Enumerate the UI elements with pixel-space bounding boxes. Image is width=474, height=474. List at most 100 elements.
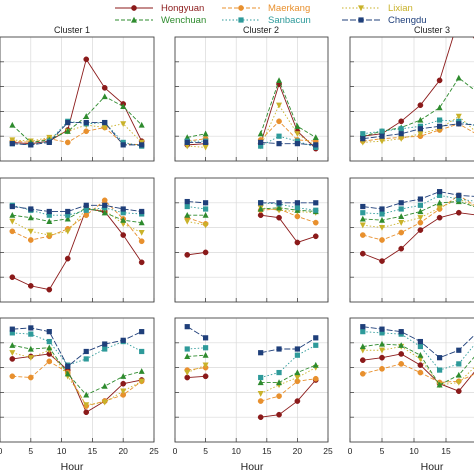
data-point xyxy=(257,414,264,421)
data-point xyxy=(138,259,145,266)
panel-plot-area xyxy=(350,37,474,161)
x-tick-label: 10 xyxy=(409,446,419,456)
panel-frame xyxy=(0,317,155,443)
data-point xyxy=(379,206,385,212)
data-point xyxy=(83,391,90,398)
data-point xyxy=(360,324,366,330)
series-line xyxy=(260,208,316,224)
data-point xyxy=(139,142,145,148)
series-line xyxy=(260,214,316,244)
x-tick-label: 5 xyxy=(380,446,385,456)
data-point xyxy=(276,133,282,139)
legend-label: Hongyuan xyxy=(161,3,204,14)
data-point xyxy=(9,373,16,380)
data-point xyxy=(184,353,191,360)
data-point xyxy=(455,388,462,395)
data-point xyxy=(27,214,34,221)
data-point xyxy=(294,141,300,147)
data-point xyxy=(294,200,300,206)
series-wenchuan xyxy=(359,340,474,388)
data-point xyxy=(398,220,405,226)
data-point xyxy=(398,118,405,125)
data-point xyxy=(184,203,190,210)
data-point xyxy=(379,138,385,145)
data-point xyxy=(65,212,71,218)
series-line xyxy=(187,143,206,146)
data-point xyxy=(294,123,301,129)
panel-plot-area xyxy=(350,178,474,302)
data-point xyxy=(294,131,301,137)
series-line xyxy=(12,58,143,145)
data-point xyxy=(120,216,127,223)
data-point xyxy=(379,326,385,332)
legend-label: Chengdu xyxy=(388,15,427,26)
legend-label: Maerkang xyxy=(268,3,310,14)
x-tick-label: 20 xyxy=(293,446,303,456)
data-point xyxy=(184,139,190,145)
series-line xyxy=(362,115,474,143)
series-line xyxy=(362,331,474,371)
series-line xyxy=(12,208,143,291)
data-point xyxy=(101,209,108,216)
data-point xyxy=(436,199,443,206)
data-point xyxy=(202,144,209,151)
legend-marker xyxy=(358,5,364,12)
series-line xyxy=(260,207,316,212)
data-point xyxy=(202,373,209,380)
series-chengdu xyxy=(360,121,474,142)
x-tick-label: 20 xyxy=(118,446,128,456)
panel-r1-c3 xyxy=(349,36,474,162)
panel-plot-area xyxy=(175,318,328,442)
panel-frame xyxy=(174,317,329,443)
x-tick-label: 15 xyxy=(88,446,98,456)
data-point xyxy=(101,84,108,91)
data-point xyxy=(9,137,16,144)
data-point xyxy=(27,374,34,381)
chart-legend: Hongyuan Maerkang Lixian Wenchuan Sanbacun Ch… xyxy=(115,3,427,26)
data-point xyxy=(101,197,108,204)
data-point xyxy=(184,218,191,225)
data-point xyxy=(9,218,16,225)
x-tick-label: 15 xyxy=(262,446,272,456)
data-point xyxy=(139,208,145,215)
data-point xyxy=(46,212,52,218)
data-point xyxy=(360,136,366,142)
x-tick-label: 5 xyxy=(203,446,208,456)
series-line xyxy=(12,122,142,146)
data-point xyxy=(398,329,404,335)
data-point xyxy=(9,356,16,362)
legend-item-wenchuan: Wenchuan xyxy=(115,15,206,26)
series-line xyxy=(12,207,142,224)
data-point xyxy=(65,119,71,126)
legend-item-sanbacun: Sanbacun xyxy=(222,15,311,26)
x-tick-label: 15 xyxy=(441,446,451,456)
data-point xyxy=(398,200,404,206)
series-wenchuan xyxy=(184,352,319,386)
data-point xyxy=(184,212,191,218)
x-tick-label: 5 xyxy=(28,446,33,456)
series-line xyxy=(260,364,316,383)
data-point xyxy=(313,335,319,341)
data-point xyxy=(101,383,108,389)
series-sanbacun xyxy=(360,117,474,137)
data-point xyxy=(455,209,462,216)
series-line xyxy=(260,135,316,148)
data-point xyxy=(28,325,34,331)
series-chengdu xyxy=(360,324,474,361)
series-line xyxy=(260,104,317,147)
data-point xyxy=(456,192,462,198)
data-point xyxy=(276,214,282,221)
data-point xyxy=(398,131,404,137)
data-point xyxy=(276,102,283,109)
panel-frame xyxy=(0,36,155,162)
data-point xyxy=(138,368,145,374)
data-point xyxy=(379,330,385,336)
data-point xyxy=(313,342,319,348)
legend-item-hongyuan: Hongyuan xyxy=(115,3,204,14)
data-point xyxy=(417,126,423,132)
data-point xyxy=(83,128,90,135)
data-point xyxy=(312,233,319,240)
data-point xyxy=(360,210,366,216)
data-point xyxy=(257,205,264,212)
